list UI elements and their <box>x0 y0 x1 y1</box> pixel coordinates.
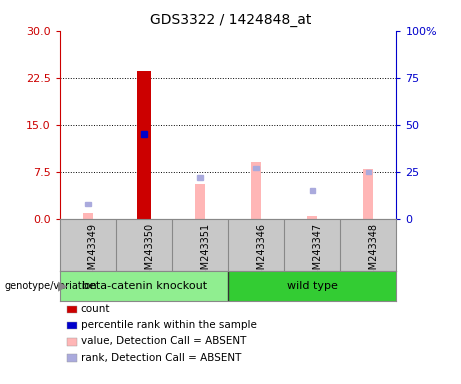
Bar <box>363 169 373 219</box>
Bar <box>309 189 315 193</box>
Text: GSM243350: GSM243350 <box>144 223 154 282</box>
Bar <box>85 202 91 206</box>
Text: rank, Detection Call = ABSENT: rank, Detection Call = ABSENT <box>81 353 241 362</box>
Text: beta-catenin knockout: beta-catenin knockout <box>82 281 207 291</box>
Text: genotype/variation: genotype/variation <box>5 281 97 291</box>
Bar <box>228 271 396 301</box>
Text: GSM243351: GSM243351 <box>200 223 210 282</box>
Text: GDS3322 / 1424848_at: GDS3322 / 1424848_at <box>150 13 311 27</box>
Text: GSM243348: GSM243348 <box>368 223 378 282</box>
Text: ▶: ▶ <box>58 280 68 293</box>
Text: GSM243349: GSM243349 <box>88 223 98 282</box>
Bar <box>251 162 261 219</box>
Bar <box>197 175 203 180</box>
Bar <box>366 170 371 174</box>
Bar <box>195 184 205 219</box>
Text: count: count <box>81 304 110 314</box>
Text: percentile rank within the sample: percentile rank within the sample <box>81 320 257 330</box>
Bar <box>141 131 147 137</box>
Text: wild type: wild type <box>287 281 338 291</box>
Text: value, Detection Call = ABSENT: value, Detection Call = ABSENT <box>81 336 246 346</box>
Bar <box>307 216 317 219</box>
Bar <box>60 271 228 301</box>
Text: GSM243346: GSM243346 <box>256 223 266 282</box>
Text: GSM243347: GSM243347 <box>313 223 322 282</box>
Bar <box>83 213 93 219</box>
Bar <box>137 71 151 219</box>
Bar <box>254 166 259 170</box>
